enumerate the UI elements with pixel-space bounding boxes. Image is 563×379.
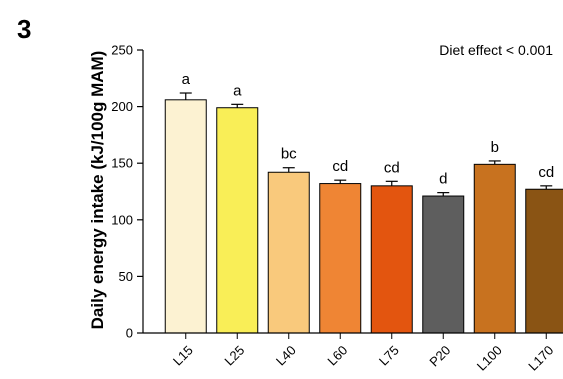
bar-l75 <box>370 185 413 334</box>
significance-label-p20: d <box>439 171 447 188</box>
y-tick-label-50: 50 <box>119 269 133 284</box>
bar-l170 <box>525 188 563 334</box>
y-tick-label-250: 250 <box>111 43 133 58</box>
x-tick-label-l75: L75 <box>376 343 402 369</box>
significance-label-l25: a <box>233 82 242 99</box>
bar-p20 <box>422 195 465 334</box>
x-tick-label-p20: P20 <box>426 343 453 370</box>
x-tick-label-l170: L170 <box>525 343 556 374</box>
axes-layer <box>137 49 563 339</box>
x-tick-label-l60: L60 <box>324 343 350 369</box>
y-axis-label: Daily energy intake (kJ/100g MAM) <box>88 51 107 330</box>
significance-label-l100: b <box>491 139 499 156</box>
significance-label-l75: cd <box>384 159 400 176</box>
x-tick-label-l40: L40 <box>273 343 299 369</box>
y-tick-label-100: 100 <box>111 212 133 227</box>
error-bars-layer <box>179 92 553 197</box>
bar-l15 <box>164 99 207 334</box>
bar-l60 <box>319 183 362 334</box>
bar-l100 <box>473 163 516 334</box>
significance-label-l170: cd <box>538 164 554 181</box>
y-tick-label-0: 0 <box>126 326 133 341</box>
y-tick-label-150: 150 <box>111 156 133 171</box>
significance-label-l40: bc <box>281 146 297 163</box>
y-tick-label-200: 200 <box>111 99 133 114</box>
significance-label-l60: cd <box>332 158 348 175</box>
bars-layer <box>164 99 563 334</box>
bar-l40 <box>267 171 310 334</box>
bar-l25 <box>216 107 259 334</box>
x-tick-label-l25: L25 <box>221 343 247 369</box>
panel-label: 3 <box>17 14 32 44</box>
x-tick-label-l15: L15 <box>170 343 196 369</box>
x-tick-label-l100: L100 <box>474 343 505 374</box>
diet-effect-annotation: Diet effect < 0.001 <box>439 42 553 58</box>
significance-label-l15: a <box>182 71 191 88</box>
